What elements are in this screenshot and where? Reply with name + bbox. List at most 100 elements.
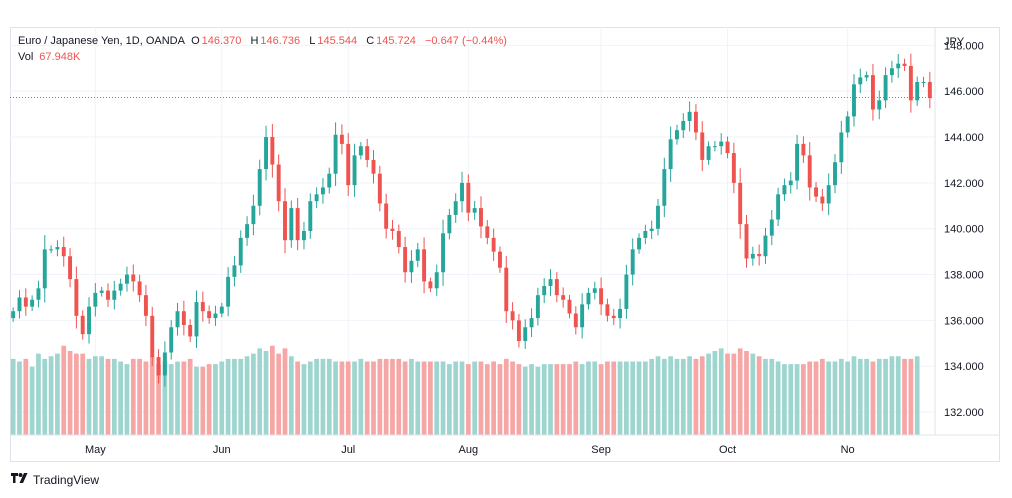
candle-body <box>656 205 660 229</box>
candle-body <box>371 159 376 174</box>
candle-body <box>472 208 477 213</box>
volume-bar <box>10 358 16 435</box>
candle-body <box>333 134 338 174</box>
candle-body <box>283 201 287 241</box>
volume-bar <box>750 353 756 435</box>
volume-bar <box>788 364 794 435</box>
volume-bar <box>794 364 800 435</box>
volume-bar <box>876 358 882 435</box>
candle-body <box>358 146 363 156</box>
volume-bar <box>522 366 528 435</box>
volume-bar <box>301 364 307 435</box>
volume-bar <box>592 361 598 435</box>
time-tick-label: Aug <box>459 444 479 456</box>
candle-body <box>93 292 98 307</box>
volume-bar <box>737 348 743 435</box>
volume-bar <box>67 351 73 435</box>
volume-bar <box>573 361 579 435</box>
volume-bar <box>29 366 35 435</box>
volume-bar <box>769 358 775 435</box>
volume-bar <box>358 358 364 435</box>
candle-body <box>795 143 800 181</box>
footer[interactable]: TradingView <box>11 473 99 487</box>
volume-bar <box>605 361 610 435</box>
time-tick-label: Jun <box>213 444 231 456</box>
candle-body <box>194 302 199 337</box>
candle-body <box>649 228 654 231</box>
volume-bar <box>409 358 414 435</box>
candle-body <box>637 237 641 250</box>
ohlc-legend: Euro / Japanese Yen, 1D, OANDA O 146.370 … <box>18 35 507 47</box>
candle-body <box>200 302 205 312</box>
volume-bar <box>320 358 326 435</box>
volume-bar <box>883 358 888 435</box>
volume-bar <box>465 364 471 435</box>
candle-body <box>643 231 648 238</box>
volume-bar <box>269 345 275 435</box>
candle-body <box>137 281 142 296</box>
volume-bar <box>838 358 844 435</box>
volume-bar <box>820 358 825 435</box>
volume-bar <box>80 353 86 435</box>
volume-bar <box>908 358 914 435</box>
volume-bar <box>61 345 67 435</box>
volume-bar <box>17 361 22 435</box>
candle-body <box>807 155 812 188</box>
candle-body <box>523 327 528 342</box>
candle-body <box>580 304 585 328</box>
volume-bar <box>807 361 813 435</box>
volume-bar <box>636 361 642 435</box>
candle-body <box>352 155 357 186</box>
price-axis: 148.000 146.000 144.000 142.000 140.000 138.0… <box>944 40 984 419</box>
candle-body <box>112 290 117 300</box>
candle-body <box>902 63 907 66</box>
volume-bar <box>149 356 155 435</box>
volume-bar <box>693 358 699 435</box>
volume-bar <box>731 353 737 435</box>
volume-bar <box>826 361 832 435</box>
candle-body <box>441 233 446 273</box>
volume-bar <box>307 361 313 435</box>
candle-body <box>611 315 616 319</box>
volume-bar <box>801 364 806 435</box>
volume-bar <box>383 358 389 435</box>
candle-body <box>365 146 370 160</box>
volume-bar <box>99 356 105 435</box>
candle-body <box>150 315 155 358</box>
volume-bar <box>529 364 534 435</box>
volume-label: Vol <box>18 51 34 63</box>
volume-bar <box>472 361 478 435</box>
candle-body <box>346 143 351 186</box>
volume-bar <box>206 364 212 435</box>
candle-body <box>624 274 629 309</box>
volume-bar <box>567 364 572 435</box>
time-tick-label: Oct <box>719 444 736 456</box>
volume-bar <box>914 356 920 435</box>
candle-body <box>162 352 167 376</box>
volume-bar <box>447 364 452 435</box>
volume-bar <box>232 358 237 435</box>
volume-bar <box>782 364 787 435</box>
volume-bar <box>187 358 193 435</box>
volume-bar <box>364 361 370 435</box>
volume-bar <box>902 358 907 435</box>
price-tick-label: 132.000 <box>944 407 984 419</box>
volume-bar <box>124 364 130 435</box>
candle-body <box>257 169 262 206</box>
candle-body <box>845 116 850 133</box>
volume-bar <box>560 364 566 435</box>
close-label: C <box>366 35 375 47</box>
time-axis: May Jun Jul Aug Sep Oct No <box>85 444 855 456</box>
time-tick-label: May <box>85 444 106 456</box>
candle-body <box>308 201 313 231</box>
volume-bar <box>813 361 819 435</box>
candle-body <box>188 324 193 337</box>
volume-bar <box>832 361 838 435</box>
candle-body <box>693 111 698 133</box>
tradingview-logo-icon <box>11 473 28 483</box>
candle-body <box>567 299 572 314</box>
candle-body <box>384 203 389 229</box>
candle-body <box>80 315 85 335</box>
candle-body <box>776 194 781 220</box>
